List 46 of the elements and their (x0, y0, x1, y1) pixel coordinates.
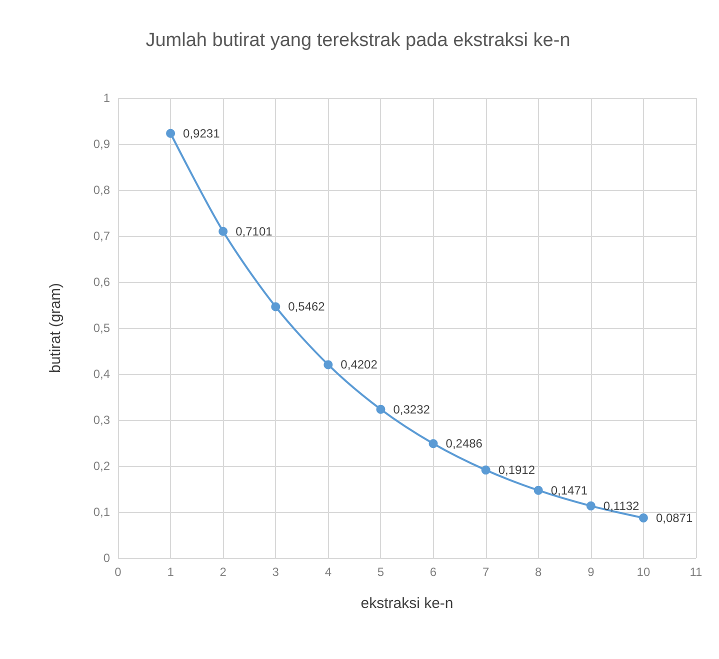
x-axis-title: ekstraksi ke-n (360, 595, 454, 612)
x-tick-label: 5 (377, 565, 384, 579)
y-tick-label: 0,8 (93, 183, 110, 197)
y-tick-label: 0 (103, 551, 110, 565)
y-axis-title: butirat (gram) (47, 282, 64, 374)
point (638, 513, 648, 522)
y-tick-label: 0,5 (93, 321, 110, 335)
data-label: 0,2486 (446, 436, 483, 451)
point (481, 466, 490, 475)
y-tick-label: 0,3 (93, 413, 110, 427)
point (271, 302, 280, 312)
y-tick-label: 0,1 (93, 505, 110, 519)
y-tick-label: 0,7 (93, 229, 110, 243)
point (166, 128, 176, 138)
x-tick-label: 6 (430, 565, 437, 579)
point (324, 360, 333, 370)
x-tick-label: 10 (636, 565, 650, 579)
x-tick-label: 11 (690, 565, 703, 579)
data-label: 0,4202 (340, 358, 378, 372)
chart-title: Jumlah butirat yang terekstrak pada ekstraksi ke-n (146, 30, 570, 51)
x-tick-label: 7 (482, 565, 490, 579)
x-tick-label: 9 (588, 565, 595, 579)
data-label: 0,0871 (656, 510, 693, 525)
data-label: 0,5462 (288, 300, 326, 314)
y-tick-label: 0,6 (93, 275, 110, 289)
y-tick-label: 0,9 (93, 137, 110, 151)
x-tick-label: 4 (324, 565, 332, 579)
point (218, 226, 228, 236)
x-tick-label: 2 (220, 565, 227, 579)
x-tick-label: 3 (272, 565, 280, 579)
point (376, 404, 386, 414)
point (534, 486, 543, 495)
y-tick-label: 0,4 (93, 367, 110, 381)
point (428, 439, 438, 448)
data-label: 0,1471 (550, 483, 588, 498)
y-tick-label: 1 (103, 91, 110, 105)
x-tick-label: 8 (535, 565, 542, 579)
data-label: 0,3232 (393, 402, 430, 416)
data-label: 0,1912 (498, 463, 536, 478)
data-label: 0,9231 (183, 126, 220, 140)
x-tick-label: 0 (114, 565, 122, 579)
data-label: 0,1132 (603, 498, 640, 513)
x-tick-label: 1 (167, 565, 174, 579)
data-label: 0,7101 (236, 224, 273, 238)
point (586, 501, 596, 510)
y-tick-label: 0,2 (93, 459, 110, 473)
